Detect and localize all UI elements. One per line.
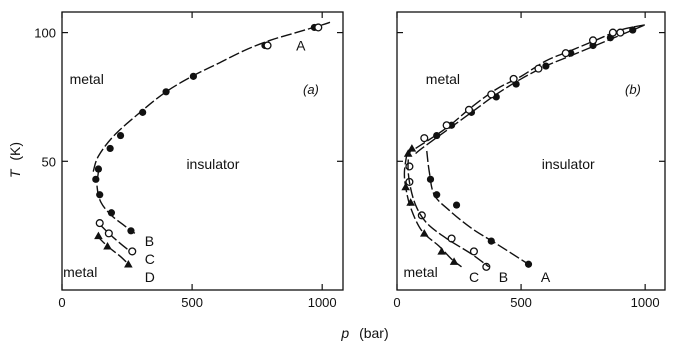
data-point-open [420, 134, 429, 143]
data-point-filled [107, 209, 116, 217]
panel-label: (a) [303, 82, 319, 97]
series-label: D [145, 269, 155, 285]
data-point-open [509, 74, 518, 83]
y-axis-unit: (K) [7, 142, 23, 161]
series-curve [92, 21, 331, 172]
x-tick-label: 500 [510, 295, 532, 310]
data-point-triangle [103, 241, 112, 250]
x-tick-label: 0 [58, 295, 65, 310]
x-tick-label: 1000 [631, 295, 660, 310]
x-tick-label: 500 [181, 295, 203, 310]
data-point-triangle [419, 229, 429, 237]
data-point-triangle [124, 259, 133, 268]
data-point-filled [94, 165, 103, 173]
data-point-triangle [407, 144, 417, 152]
data-point-open [405, 162, 414, 171]
data-point-open [104, 229, 113, 238]
data-point-triangle [94, 231, 103, 240]
data-point-filled [542, 62, 550, 70]
x-axis-title: p (bar) [340, 325, 388, 341]
data-point-open [487, 90, 496, 99]
series-curve [426, 150, 529, 265]
data-point-filled [189, 72, 197, 80]
panel-label: (b) [625, 82, 641, 97]
region-label: insulator [542, 156, 595, 172]
series-label: C [469, 269, 479, 285]
region-label: metal [63, 264, 97, 280]
series-curve [96, 171, 136, 234]
region-label: metal [426, 71, 460, 87]
series-label: A [541, 269, 551, 285]
region-label: insulator [186, 156, 239, 172]
x-axis-symbol: p [340, 325, 349, 341]
data-point-open [561, 49, 570, 58]
data-point-open [482, 262, 491, 271]
data-point-filled [162, 88, 170, 96]
plot-frame [396, 11, 666, 291]
data-point-triangle [406, 198, 415, 206]
series-curve [96, 235, 132, 268]
data-point-open [608, 28, 617, 37]
region-label: metal [70, 71, 104, 87]
data-point-open [447, 234, 456, 243]
y-tick-label: 50 [42, 154, 56, 169]
data-point-triangle [403, 149, 413, 157]
data-point-open [616, 28, 625, 37]
series-curve [403, 153, 462, 268]
series-curve [97, 222, 134, 255]
data-point-open [95, 219, 104, 228]
data-point-open [314, 23, 323, 32]
series-curve [415, 24, 646, 155]
data-point-open [442, 121, 451, 130]
series-label: A [296, 37, 306, 53]
y-tick-label: 100 [34, 26, 56, 41]
data-point-triangle [401, 182, 410, 191]
data-point-triangle [437, 247, 446, 255]
data-point-triangle [449, 257, 459, 265]
series-curve [407, 145, 490, 268]
series-label: B [145, 233, 154, 249]
region-label: metal [403, 264, 437, 280]
data-point-filled [452, 201, 461, 209]
x-tick-label: 1000 [308, 295, 337, 310]
data-point-open [263, 41, 272, 50]
data-point-filled [524, 260, 533, 268]
series-curve [415, 24, 646, 150]
data-point-open [534, 64, 543, 73]
series-label: B [499, 269, 508, 285]
data-point-filled [127, 227, 135, 235]
data-point-open [128, 247, 137, 256]
data-point-filled [629, 26, 637, 34]
plot-frame [61, 11, 344, 291]
data-point-open [469, 247, 478, 256]
data-point-filled [116, 131, 125, 140]
y-axis-title: T (K) [7, 142, 23, 178]
data-point-filled [139, 108, 147, 116]
data-point-open [588, 36, 598, 45]
x-tick-label: 0 [393, 295, 400, 310]
series-label: C [145, 251, 155, 267]
y-axis-symbol: T [7, 168, 23, 178]
data-point-open [464, 105, 474, 114]
data-point-filled [106, 144, 114, 153]
x-axis-unit: (bar) [359, 325, 389, 341]
